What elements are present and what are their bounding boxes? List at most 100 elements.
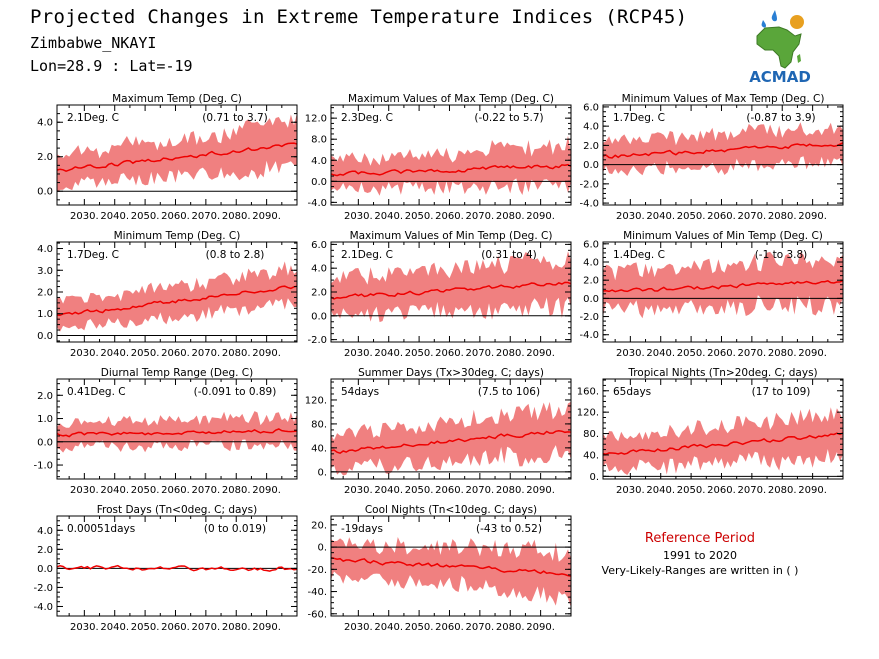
very-likely-range-label: (-43 to 0.52) xyxy=(476,523,542,535)
median-change-label: 1.7Deg. C xyxy=(613,112,665,124)
very-likely-range-label: (0.31 to 4) xyxy=(481,249,536,261)
chart-panel-5: -2.0 0.0 2.0 4.0 6.0 2030. 2040. 2050. 2060. 2070… xyxy=(307,230,572,359)
x-tick-label: 2090. xyxy=(252,485,281,496)
x-tick-label: 2070. xyxy=(466,348,495,359)
x-tick-label: 2080. xyxy=(496,348,525,359)
very-likely-range-label: (17 to 109) xyxy=(752,386,811,398)
x-tick-label: 2090. xyxy=(252,348,281,359)
x-tick-label: 2030. xyxy=(344,485,373,496)
x-tick-label: 2090. xyxy=(798,211,827,222)
chart-title: Frost Days (Tn<0deg. C; days) xyxy=(97,504,257,516)
x-tick-label: 2030. xyxy=(70,211,99,222)
y-tick-label: 0.0 xyxy=(311,311,327,322)
plot-frame xyxy=(56,378,298,480)
y-tick-label: 0.0 xyxy=(311,177,327,188)
x-tick-label: 2070. xyxy=(192,211,221,222)
x-tick-label: 2080. xyxy=(768,211,797,222)
y-tick-label: 0.0 xyxy=(37,331,53,342)
x-tick-label: 2070. xyxy=(738,211,767,222)
y-tick-label: 2.0 xyxy=(311,288,327,299)
x-tick-label: 2080. xyxy=(222,622,251,633)
y-tick-label: -2.0 xyxy=(307,335,327,346)
x-tick-label: 2080. xyxy=(496,211,525,222)
likely-range-band xyxy=(331,537,571,608)
median-change-label: 2.1Deg. C xyxy=(67,112,119,124)
very-likely-range-label: (0 to 0.019) xyxy=(204,523,266,535)
x-tick-label: 2040. xyxy=(100,348,129,359)
chart-panel-8: 0. 40. 80. 120. 2030. 2040. 2050. 2060. 2070. 208… xyxy=(305,367,572,496)
y-tick-label: 2.0 xyxy=(37,391,53,402)
x-tick-label: 2040. xyxy=(100,622,129,633)
x-tick-label: 2050. xyxy=(677,348,706,359)
x-tick-label: 2030. xyxy=(70,622,99,633)
y-tick-label: -2.0 xyxy=(579,179,599,190)
x-tick-label: 2060. xyxy=(435,211,464,222)
x-tick-label: 2070. xyxy=(192,348,221,359)
chart-title: Tropical Nights (Tn>20deg. C; days) xyxy=(627,367,817,379)
x-tick-label: 2050. xyxy=(405,485,434,496)
chart-title: Maximum Values of Min Temp (Deg. C) xyxy=(350,230,553,242)
very-likely-range-label: (-0.091 to 0.89) xyxy=(194,386,277,398)
x-tick-label: 2030. xyxy=(344,211,373,222)
chart-title: Minimum Values of Max Temp (Deg. C) xyxy=(622,93,825,105)
x-tick-label: 2040. xyxy=(646,348,675,359)
y-tick-label: 2.0 xyxy=(37,152,53,163)
x-tick-label: 2040. xyxy=(374,211,403,222)
x-tick-label: 2080. xyxy=(496,622,525,633)
chart-title: Diurnal Temp Range (Deg. C) xyxy=(101,367,253,379)
x-tick-label: 2080. xyxy=(768,348,797,359)
y-tick-label: 160. xyxy=(577,386,599,397)
y-tick-label: 1.0 xyxy=(37,414,53,425)
x-tick-label: 2090. xyxy=(252,211,281,222)
y-tick-label: 6.0 xyxy=(583,239,599,250)
y-tick-label: -1.0 xyxy=(33,461,53,472)
reference-period-title: Reference Period xyxy=(644,531,756,546)
y-tick-label: 4.0 xyxy=(311,264,327,275)
mean-change-line xyxy=(56,142,298,173)
likely-range-band xyxy=(331,401,571,476)
y-tick-label: 4.0 xyxy=(583,258,599,269)
very-likely-range-label: (7.5 to 106) xyxy=(478,386,540,398)
y-tick-label: 6.0 xyxy=(583,102,599,113)
y-tick-label: 0.0 xyxy=(583,294,599,305)
likely-range-band xyxy=(331,251,571,323)
x-tick-label: 2070. xyxy=(466,211,495,222)
likely-range-band xyxy=(603,407,843,475)
x-tick-label: 2060. xyxy=(435,622,464,633)
x-tick-label: 2070. xyxy=(192,622,221,633)
chart-title: Cool Nights (Tn<10deg. C; days) xyxy=(365,504,537,516)
likely-range-band xyxy=(603,122,843,176)
y-tick-label: -4.0 xyxy=(307,198,327,209)
x-tick-label: 2070. xyxy=(738,485,767,496)
x-tick-label: 2040. xyxy=(646,211,675,222)
x-tick-label: 2090. xyxy=(252,622,281,633)
y-tick-label: 4.0 xyxy=(37,244,53,255)
very-likely-range-label: (0.71 to 3.7) xyxy=(202,112,268,124)
mean-change-line xyxy=(330,430,572,455)
very-likely-range-label: (-0.87 to 3.9) xyxy=(746,112,815,124)
y-tick-label: 0. xyxy=(589,472,599,483)
x-tick-label: 2050. xyxy=(131,485,160,496)
plot-frame xyxy=(602,241,844,343)
mean-change-line xyxy=(56,428,298,438)
chart-title: Summer Days (Tx>30deg. C; days) xyxy=(358,367,544,379)
x-tick-label: 2030. xyxy=(70,348,99,359)
x-tick-label: 2030. xyxy=(616,211,645,222)
x-tick-label: 2060. xyxy=(435,485,464,496)
y-tick-label: -2.0 xyxy=(579,312,599,323)
median-change-label: 2.1Deg. C xyxy=(341,249,393,261)
plot-frame xyxy=(330,378,572,480)
x-tick-label: 2030. xyxy=(616,348,645,359)
x-tick-label: 2040. xyxy=(374,622,403,633)
x-tick-label: 2040. xyxy=(100,211,129,222)
x-tick-label: 2060. xyxy=(161,485,190,496)
median-change-label: 0.00051days xyxy=(67,523,135,535)
y-tick-label: 6.0 xyxy=(311,240,327,251)
median-change-label: 65days xyxy=(613,386,651,398)
x-tick-label: 2050. xyxy=(405,348,434,359)
y-tick-label: 4.0 xyxy=(37,118,53,129)
y-tick-label: 0. xyxy=(317,467,327,478)
x-tick-label: 2080. xyxy=(222,348,251,359)
x-tick-label: 2080. xyxy=(222,211,251,222)
